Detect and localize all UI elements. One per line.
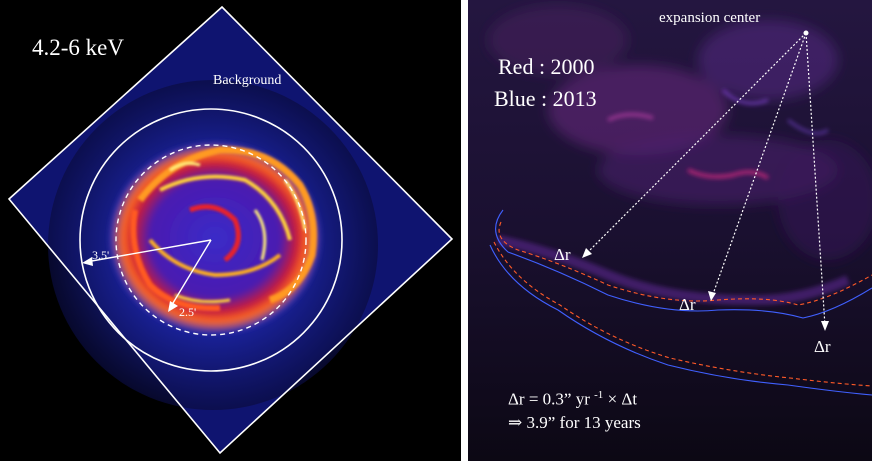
diffuse-filaments [488,5,872,260]
outer-contour-red [493,241,872,387]
delta-r-label-2: Δr [679,295,696,314]
epoch-red-label: Red : 2000 [498,54,595,79]
expansion-arrow-2 [711,32,807,298]
outer-radius-arrow [85,239,212,263]
xray-image [7,5,454,455]
background-square-region [7,5,454,455]
inner-dashed-circle-region [115,144,307,336]
bright-knots [497,88,851,306]
contour-2000 [498,221,872,306]
outer-circle-region [79,108,343,372]
two-epoch-comparison-panel: expansion center Red : 2000 Blue : 2013 … [468,0,872,461]
inner-radius-arrow [169,239,212,309]
inner-radius-arrowhead [168,301,178,312]
expansion-arrowhead-3 [821,321,829,331]
expansion-result: ⇒ 3.9” for 13 years [508,413,641,432]
epoch-blue-label: Blue : 2013 [494,86,597,111]
outer-radius-arrowhead [82,257,93,266]
formula-tail: × Δt [607,389,638,409]
formula-main: Δr = 0.3” yr [508,389,590,409]
formula-exponent: -1 [594,389,604,401]
background-region-label: Background [213,73,282,88]
inner-radius-label: 2.5' [179,305,197,319]
contour-2013 [495,209,872,319]
expansion-formula: Δr = 0.3” yr -1 × Δt [508,390,637,408]
delta-r-label-3: Δr [814,337,831,356]
expansion-arrowhead-1 [582,248,592,258]
xray-image-panel: 4.2-6 keV Background 3.5' 2.5' [0,0,461,461]
delta-r-label-1: Δr [554,245,571,264]
energy-band-label: 4.2-6 keV [32,35,124,60]
expansion-arrow-3 [805,32,826,327]
expansion-arrowhead-2 [708,291,716,301]
outer-radius-label: 3.5' [92,248,110,262]
comparison-image [468,0,872,461]
expansion-center-label: expansion center [659,10,761,26]
expansion-arrow-1 [584,32,807,256]
outer-contour-blue [489,244,872,396]
